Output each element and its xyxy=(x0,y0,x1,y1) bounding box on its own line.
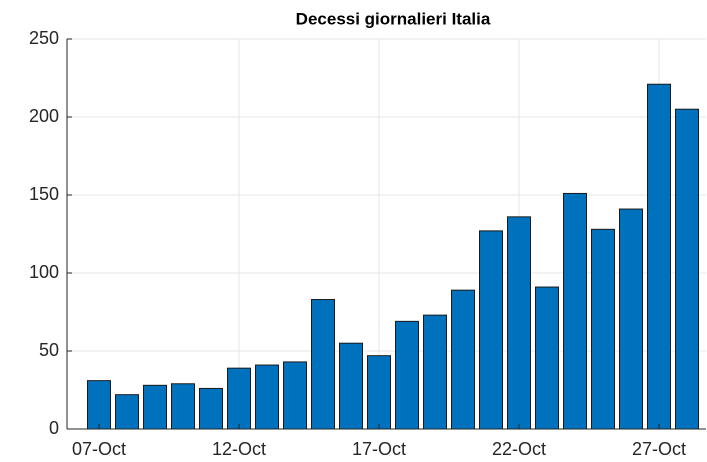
bar xyxy=(535,286,559,430)
bar xyxy=(451,289,475,430)
bar xyxy=(591,228,615,430)
bar xyxy=(563,192,587,430)
bar xyxy=(395,320,419,430)
y-tick-label: 150 xyxy=(29,184,59,204)
bar xyxy=(171,383,195,430)
y-tick-label: 200 xyxy=(29,106,59,126)
x-tick-label: 07-Oct xyxy=(72,439,126,459)
y-tick-label: 250 xyxy=(29,28,59,48)
y-tick-label: 50 xyxy=(39,340,59,360)
bar xyxy=(199,387,223,430)
bar xyxy=(115,394,139,430)
bar xyxy=(423,314,447,430)
bar xyxy=(311,299,335,430)
bar xyxy=(647,83,671,430)
bar xyxy=(619,208,643,430)
bar xyxy=(143,384,167,430)
bar xyxy=(283,361,307,430)
chart-title: Decessi giornalieri Italia xyxy=(296,9,491,28)
x-tick-label: 27-Oct xyxy=(632,439,686,459)
bar xyxy=(367,355,391,430)
bar xyxy=(339,342,363,430)
bar xyxy=(675,108,699,430)
bar xyxy=(255,364,279,430)
y-tick-label: 100 xyxy=(29,262,59,282)
x-tick-label: 12-Oct xyxy=(212,439,266,459)
x-tick-label: 22-Oct xyxy=(492,439,546,459)
y-tick-label: 0 xyxy=(49,418,59,438)
bar xyxy=(87,380,111,430)
bar xyxy=(227,367,251,430)
bar xyxy=(479,230,503,430)
x-tick-label: 17-Oct xyxy=(352,439,406,459)
bar xyxy=(507,216,531,430)
